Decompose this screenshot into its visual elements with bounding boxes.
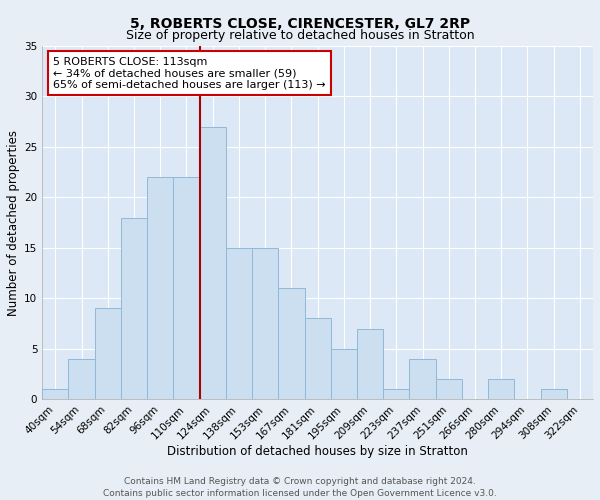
Bar (226, 248, 252, 399)
Bar (541, 389, 567, 399)
Bar (147, 177, 173, 399)
Bar (305, 318, 331, 399)
Bar (383, 389, 409, 399)
Bar (331, 348, 357, 399)
Bar (95, 308, 121, 399)
Text: Size of property relative to detached houses in Stratton: Size of property relative to detached ho… (125, 29, 475, 42)
Bar (409, 359, 436, 399)
Bar (488, 379, 514, 399)
X-axis label: Distribution of detached houses by size in Stratton: Distribution of detached houses by size … (167, 445, 468, 458)
Text: 5 ROBERTS CLOSE: 113sqm
← 34% of detached houses are smaller (59)
65% of semi-de: 5 ROBERTS CLOSE: 113sqm ← 34% of detache… (53, 56, 326, 90)
Bar (357, 328, 383, 399)
Text: 5, ROBERTS CLOSE, CIRENCESTER, GL7 2RP: 5, ROBERTS CLOSE, CIRENCESTER, GL7 2RP (130, 18, 470, 32)
Bar (42, 389, 68, 399)
Bar (200, 126, 226, 399)
Bar (278, 288, 305, 399)
Bar (252, 248, 278, 399)
Text: Contains HM Land Registry data © Crown copyright and database right 2024.
Contai: Contains HM Land Registry data © Crown c… (103, 476, 497, 498)
Bar (68, 359, 95, 399)
Y-axis label: Number of detached properties: Number of detached properties (7, 130, 20, 316)
Bar (436, 379, 462, 399)
Bar (173, 177, 200, 399)
Bar (121, 218, 147, 399)
